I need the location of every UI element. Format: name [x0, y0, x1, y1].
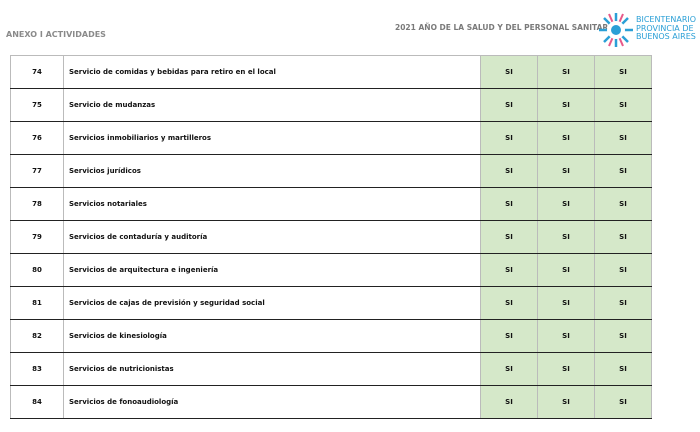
table-row: 75 Servicio de mudanzas SI SI SI [10, 88, 652, 122]
activity: Servicios inmobiliarios y martilleros [63, 121, 481, 155]
row-number: 74 [10, 55, 64, 89]
table-row: 80 Servicios de arquitectura e ingeniería… [10, 253, 652, 287]
status: SI [537, 121, 595, 155]
activity: Servicios de fonoaudiología [63, 385, 481, 419]
status: SI [537, 55, 595, 89]
status: SI [537, 319, 595, 353]
status: SI [594, 88, 652, 122]
status: SI [594, 352, 652, 386]
status: SI [594, 319, 652, 353]
status: SI [480, 220, 538, 254]
table-row: 83 Servicios de nutricionistas SI SI SI [10, 352, 652, 386]
table-row: 79 Servicios de contaduría y auditoría SI S… [10, 220, 652, 254]
status: SI [537, 154, 595, 188]
row-number: 80 [10, 253, 64, 287]
status: SI [594, 154, 652, 188]
row-number: 75 [10, 88, 64, 122]
activity: Servicio de mudanzas [63, 88, 481, 122]
row-number: 83 [10, 352, 64, 386]
table-row: 81 Servicios de cajas de previsión y segu… [10, 286, 652, 320]
activity: Servicios de kinesiología [63, 319, 481, 353]
status: SI [480, 88, 538, 122]
logo [599, 13, 633, 47]
activity: Servicios jurídicos [63, 154, 481, 188]
brand: BICENTENARIO PROVINCIA DE BUENOS AIRES [636, 15, 697, 42]
brand-line: BUENOS AIRES [636, 32, 696, 41]
status: SI [480, 121, 538, 155]
status: SI [537, 220, 595, 254]
header-center: 2021 AÑO DE LA SALUD Y DEL PERSONAL SANI… [395, 23, 618, 32]
activities-table: 74 Servicio de comidas y bebidas para ret… [10, 55, 652, 419]
status: SI [480, 319, 538, 353]
table-row: 77 Servicios jurídicos SI SI SI [10, 154, 652, 188]
status: SI [594, 220, 652, 254]
activity: Servicios de arquitectura e ingeniería [63, 253, 481, 287]
status: SI [594, 286, 652, 320]
status: SI [594, 121, 652, 155]
status: SI [480, 154, 538, 188]
row-number: 78 [10, 187, 64, 221]
row-number: 82 [10, 319, 64, 353]
status: SI [594, 55, 652, 89]
brand-line: PROVINCIA DE [636, 23, 694, 33]
table-row: 84 Servicios de fonoaudiología SI SI SI [10, 385, 652, 419]
row-number: 76 [10, 121, 64, 155]
status: SI [480, 385, 538, 419]
table-row: 76 Servicios inmobiliarios y martilleros S… [10, 121, 652, 155]
status: SI [480, 286, 538, 320]
status: SI [480, 253, 538, 287]
activity: Servicio de comidas y bebidas para retir… [63, 55, 481, 89]
table-row: 74 Servicio de comidas y bebidas para ret… [10, 55, 652, 89]
activity: Servicios de nutricionistas [63, 352, 481, 386]
status: SI [594, 385, 652, 419]
brand-line: BICENTENARIO [636, 15, 697, 24]
status: SI [537, 352, 595, 386]
activity: Servicios de contaduría y auditoría [63, 220, 481, 254]
row-number: 77 [10, 154, 64, 188]
activity: Servicios de cajas de previsión y seguri… [63, 286, 481, 320]
status: SI [537, 88, 595, 122]
row-number: 79 [10, 220, 64, 254]
header-left: ANEXO I ACTIVIDADES [6, 30, 106, 39]
status: SI [537, 385, 595, 419]
activity: Servicios notariales [63, 187, 481, 221]
row-number: 81 [10, 286, 64, 320]
table-row: 78 Servicios notariales SI SI SI [10, 187, 652, 221]
status: SI [480, 352, 538, 386]
row-number: 84 [10, 385, 64, 419]
status: SI [537, 286, 595, 320]
status: SI [594, 187, 652, 221]
status: SI [594, 253, 652, 287]
status: SI [537, 253, 595, 287]
status: SI [480, 55, 538, 89]
table-row: 82 Servicios de kinesiología SI SI SI [10, 319, 652, 353]
status: SI [537, 187, 595, 221]
status: SI [480, 187, 538, 221]
